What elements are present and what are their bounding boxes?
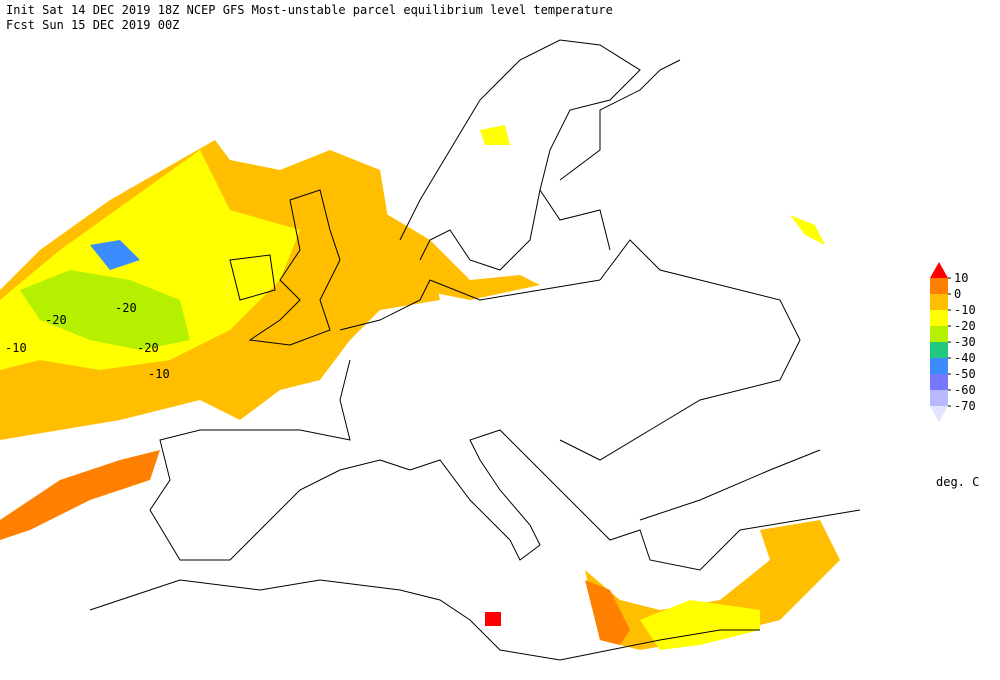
shade-green bbox=[20, 270, 190, 350]
legend-swatch bbox=[930, 374, 948, 390]
coast-britain bbox=[248, 189, 341, 346]
legend-label: 10 bbox=[954, 271, 968, 285]
legend-label: -50 bbox=[954, 367, 976, 381]
contour-label: -20 bbox=[115, 301, 137, 315]
legend-swatch bbox=[930, 358, 948, 374]
shade-darkorange-2 bbox=[585, 580, 630, 645]
legend-label: -70 bbox=[954, 399, 976, 413]
coast-west-europe bbox=[149, 279, 601, 561]
legend-swatch bbox=[930, 294, 948, 310]
legend-unit: deg. C bbox=[936, 475, 979, 489]
legend-label: -30 bbox=[954, 335, 976, 349]
shade-red bbox=[485, 612, 501, 626]
legend-triangle bbox=[930, 262, 948, 278]
contour-label: -10 bbox=[5, 341, 27, 355]
contour-labels: -20 -20 -20 -10 -10 bbox=[5, 301, 170, 381]
legend-swatch bbox=[930, 310, 948, 326]
coast-baltic bbox=[539, 59, 681, 251]
legend-label: -20 bbox=[954, 319, 976, 333]
contour-label: -20 bbox=[45, 313, 67, 327]
coastlines bbox=[89, 39, 861, 661]
shade-yellow-2 bbox=[640, 600, 760, 650]
contour-label: -10 bbox=[148, 367, 170, 381]
contour-label: -20 bbox=[137, 341, 159, 355]
coast-ireland bbox=[229, 254, 276, 301]
coast-scandinavia bbox=[399, 39, 641, 271]
legend-label: -60 bbox=[954, 383, 976, 397]
shade-orange-3 bbox=[330, 210, 540, 300]
legend-swatch bbox=[930, 278, 948, 294]
coast-mediterranean-north bbox=[409, 429, 861, 571]
borders-east bbox=[559, 239, 821, 521]
header-line2: Fcst Sun 15 DEC 2019 00Z bbox=[6, 18, 179, 32]
legend-swatch bbox=[930, 326, 948, 342]
shade-darkorange bbox=[0, 450, 160, 540]
legend-label: 0 bbox=[954, 287, 961, 301]
legend-swatch bbox=[930, 390, 948, 406]
legend-swatch bbox=[930, 342, 948, 358]
field-shading bbox=[0, 125, 840, 650]
legend-triangle bbox=[930, 406, 948, 422]
shade-blue bbox=[90, 240, 140, 270]
legend-label: -10 bbox=[954, 303, 976, 317]
legend: 10 0 -10 -20 -30 -40 -50 -60 -70 bbox=[930, 262, 976, 422]
header-line1: Init Sat 14 DEC 2019 18Z NCEP GFS Most-u… bbox=[6, 3, 613, 17]
coast-africa bbox=[89, 579, 760, 661]
shade-yellow-3 bbox=[480, 125, 825, 245]
legend-label: -40 bbox=[954, 351, 976, 365]
